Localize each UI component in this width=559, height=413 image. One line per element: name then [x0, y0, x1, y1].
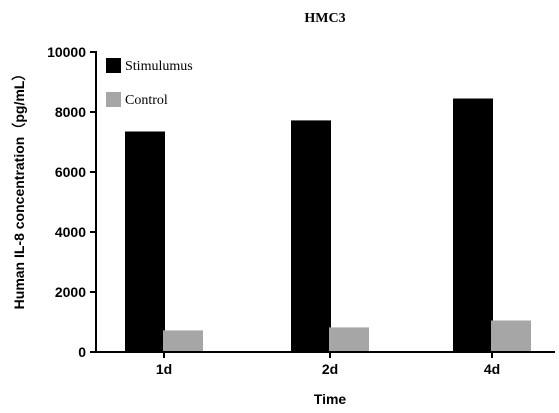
- legend-label-stimulumus: Stimulumus: [125, 59, 193, 74]
- bar-control-4d: [491, 320, 531, 352]
- x-tick-label: 1d: [156, 361, 172, 377]
- y-tick-label: 10000: [47, 44, 86, 60]
- bar-stimulumus-4d: [453, 98, 493, 352]
- bar-stimulumus-1d: [125, 131, 165, 352]
- x-tick-label: 2d: [322, 361, 338, 377]
- legend-label-control: Control: [125, 93, 168, 108]
- y-tick-label: 8000: [55, 104, 86, 120]
- chart-title: HMC3: [304, 11, 345, 26]
- x-axis-label: Time: [314, 391, 347, 407]
- y-tick-label: 6000: [55, 164, 86, 180]
- bar-control-2d: [329, 327, 369, 352]
- legend: Stimulumus Control: [106, 58, 193, 108]
- y-tick-label: 4000: [55, 224, 86, 240]
- y-axis-label: Human IL-8 concentration（pg/mL）: [11, 67, 27, 310]
- legend-swatch-stimulumus: [106, 58, 121, 73]
- bars: [125, 98, 531, 353]
- y-tick-label: 0: [78, 344, 86, 360]
- bar-control-1d: [163, 330, 203, 352]
- y-axis-ticks: 0 2000 4000 6000 8000 10000: [47, 44, 96, 360]
- x-tick-label: 4d: [484, 361, 500, 377]
- legend-swatch-control: [106, 92, 121, 107]
- y-tick-label: 2000: [55, 284, 86, 300]
- bar-stimulumus-2d: [291, 120, 331, 353]
- x-axis-ticks: 1d 2d 4d: [156, 352, 500, 377]
